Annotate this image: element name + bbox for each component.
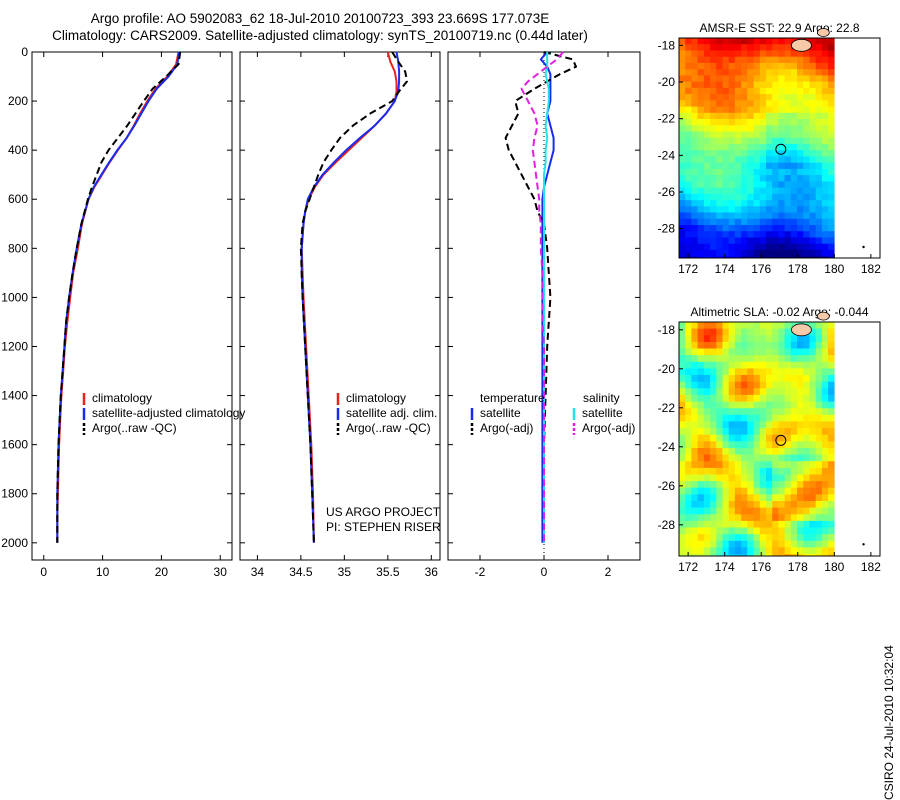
project-annotation: US ARGO PROJECT: [326, 505, 441, 519]
depth-tick-label: 1600: [1, 438, 28, 452]
argo-float-marker: [775, 143, 787, 155]
temperature-panel: 0102030temperature0200400600800100012001…: [1, 45, 245, 579]
sla-map-xtick-label: 182: [861, 560, 881, 574]
salinity-xtick-label: 35.5: [376, 565, 400, 579]
sla-map-ytick-label: -20: [658, 362, 676, 376]
figure-title-line1: Argo profile: AO 5902083_62 18-Jul-2010 …: [90, 11, 550, 26]
sst-map-ytick-label: -24: [658, 148, 676, 162]
sst-map-xtick-label: 182: [861, 262, 881, 276]
difference-panel: -202difference from climatologytemperatu…: [447, 51, 641, 579]
island-dot: [862, 245, 865, 249]
salinity-xtick-label: 35: [338, 565, 352, 579]
legend-label: satellite: [582, 406, 623, 420]
island-shape: [791, 323, 812, 337]
legend-header-temperature: temperature: [480, 391, 545, 405]
sst-map-frame: [678, 37, 881, 259]
legend-label: Argo(..raw -QC): [92, 421, 177, 435]
sla-map-xtick-label: 180: [824, 560, 844, 574]
depth-tick-label: 2000: [1, 536, 28, 550]
series-line: [520, 51, 564, 543]
legend-label: Argo(-adj): [480, 421, 533, 435]
sst-map-ytick-label: -22: [658, 112, 676, 126]
sla-map-frame: [678, 321, 881, 557]
sst-map-xtick-label: 180: [824, 262, 844, 276]
series-line: [56, 51, 180, 543]
depth-tick-label: 200: [8, 94, 28, 108]
depth-tick-label: 1000: [1, 290, 28, 304]
sla-map-xtick-label: 174: [715, 560, 735, 574]
depth-tick-label: 1400: [1, 389, 28, 403]
island-dot: [862, 543, 865, 546]
figure-canvas: 0102030temperature0200400600800100012001…: [1, 21, 882, 579]
sst-map-heat-cells: [679, 38, 835, 258]
legend-label: climatology: [92, 391, 152, 405]
sla-map-heat-cells: [679, 322, 835, 556]
sla-map-ytick-label: -24: [658, 440, 676, 454]
difference-xtick-label: -2: [475, 565, 486, 579]
sla-map-panel: Altimetric SLA: -0.02 Argo: -0.044 172 174…: [658, 305, 882, 574]
figure-title-line2: Climatology: CARS2009. Satellite-adjuste…: [52, 28, 588, 43]
temperature-xtick-label: 20: [155, 565, 169, 579]
sst-map-ytick-label: -20: [658, 75, 676, 89]
sla-map-ytick-label: -28: [658, 518, 676, 532]
sst-map-ytick-label: -18: [658, 38, 676, 52]
temperature-xtick-label: 0: [40, 565, 47, 579]
sst-map-xtick-label: 172: [678, 262, 698, 276]
series-line: [300, 51, 401, 543]
sla-map-ytick-label: -18: [658, 323, 676, 337]
series-line: [539, 51, 555, 543]
island-shape: [816, 28, 830, 37]
salinity-xtick-label: 34: [251, 565, 265, 579]
depth-tick-label: 600: [8, 192, 28, 206]
salinity-xtick-label: 34.5: [289, 565, 313, 579]
legend-label: satellite adj. clim.: [346, 406, 437, 420]
sst-map-xtick-label: 178: [788, 262, 808, 276]
salinity-axes-frame: [239, 51, 441, 561]
temperature-axes-frame: [31, 51, 233, 561]
sst-map-ytick-label: -26: [658, 185, 676, 199]
sst-map-xtick-label: 174: [715, 262, 735, 276]
sst-map-title: AMSR-E SST: 22.9 Argo: 22.8: [699, 21, 859, 35]
depth-tick-label: 1800: [1, 487, 28, 501]
sla-map-xtick-label: 176: [751, 560, 771, 574]
temperature-xtick-label: 10: [96, 565, 110, 579]
series-line: [300, 51, 398, 543]
island-shape: [816, 311, 830, 321]
temperature-xtick-label: 30: [214, 565, 228, 579]
argo-float-marker: [775, 434, 787, 446]
legend-label: Argo(-adj): [582, 421, 635, 435]
sla-map-ytick-label: -22: [658, 401, 676, 415]
depth-tick-label: 0: [21, 45, 28, 59]
depth-tick-label: 800: [8, 241, 28, 255]
depth-tick-label: 1200: [1, 339, 28, 353]
difference-xtick-label: 2: [605, 565, 612, 579]
pi-annotation: PI: STEPHEN RISER: [326, 520, 441, 534]
legend-label: satellite-adjusted climatology: [92, 406, 245, 420]
sla-map-xtick-label: 178: [788, 560, 808, 574]
sla-map-title: Altimetric SLA: -0.02 Argo: -0.044: [690, 305, 868, 319]
legend-header-salinity: salinity: [583, 391, 620, 405]
csiro-timestamp: CSIRO 24-Jul-2010 10:32:04: [882, 645, 896, 800]
sst-map-panel: AMSR-E SST: 22.9 Argo: 22.8 172 174 176 178 1…: [658, 21, 882, 276]
series-line: [299, 51, 408, 543]
sst-map-ytick-label: -28: [658, 222, 676, 236]
legend-label: climatology: [346, 391, 406, 405]
series-line: [56, 51, 181, 543]
salinity-panel: 3434.53535.536salinityclimatologysatelli…: [239, 51, 441, 579]
sla-map-ytick-label: -26: [658, 479, 676, 493]
salinity-xtick-label: 36: [425, 565, 439, 579]
legend-label: satellite: [480, 406, 521, 420]
series-line: [56, 51, 182, 543]
difference-xtick-label: 0: [541, 565, 548, 579]
depth-tick-label: 400: [8, 143, 28, 157]
argo-profile-figure: Argo profile: AO 5902083_62 18-Jul-2010 …: [1, 11, 896, 800]
series-line: [504, 51, 577, 543]
island-shape: [791, 38, 812, 52]
sst-map-xtick-label: 176: [751, 262, 771, 276]
sla-map-xtick-label: 172: [678, 560, 698, 574]
legend-label: Argo(..raw -QC): [346, 421, 431, 435]
